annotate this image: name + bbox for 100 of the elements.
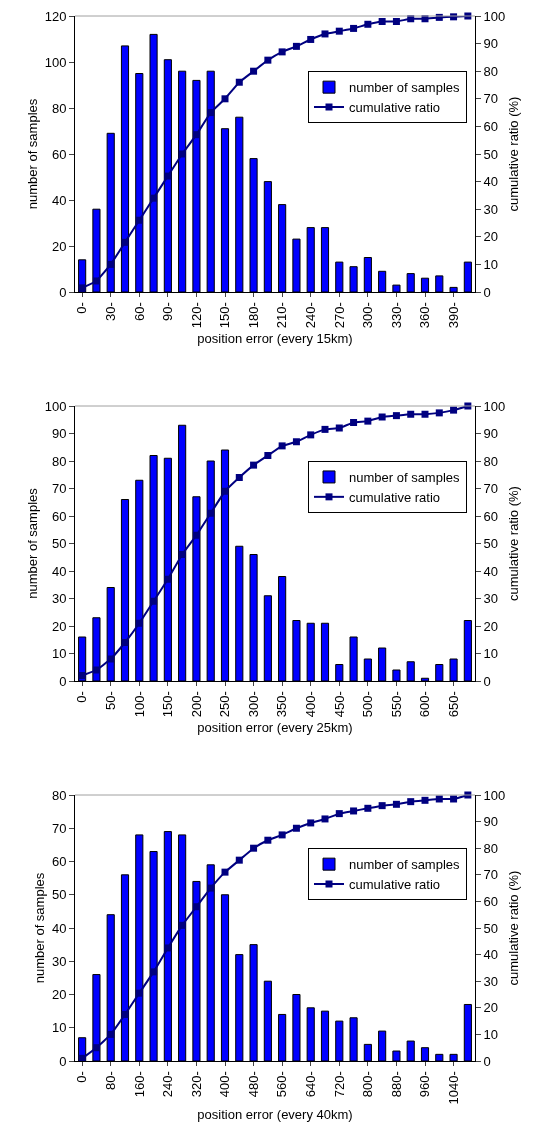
y2-tick-label: 30 — [483, 973, 499, 989]
point — [207, 884, 215, 892]
y-tick-label: 40 — [51, 563, 67, 579]
y-tick-label: 90 — [51, 426, 67, 442]
point — [107, 260, 115, 268]
y2-tick-label: 70 — [483, 867, 499, 883]
x-tick-label: 400- — [302, 691, 318, 718]
x-tick-label: 120- — [188, 302, 204, 329]
x-tick-label: 150- — [160, 691, 176, 718]
y2-tick-label: 70 — [483, 91, 499, 107]
x-axis-title: position error (every 25km) — [197, 719, 353, 735]
point — [150, 968, 158, 976]
x-tick-label: 330- — [388, 302, 404, 329]
y2-tick-label: 50 — [483, 536, 499, 552]
x-tick-label: 200- — [188, 691, 204, 718]
point — [250, 844, 258, 852]
x-tick-label: 720- — [331, 1071, 347, 1098]
point — [250, 67, 258, 75]
point — [135, 989, 143, 997]
y2-axis-title: cumulative ratio (%) — [505, 870, 521, 986]
point — [135, 619, 143, 627]
point — [192, 131, 200, 139]
x-tick-label: 390- — [445, 302, 461, 329]
y-tick-label: 40 — [51, 192, 67, 208]
y2-tick-label: 90 — [483, 36, 499, 52]
point — [78, 284, 86, 292]
y-tick-label: 20 — [51, 238, 67, 254]
x-tick-label: 550- — [388, 691, 404, 718]
y-axis-title: number of samples — [24, 98, 40, 210]
point — [221, 95, 229, 103]
y2-tick-label: 20 — [483, 618, 499, 634]
point — [107, 655, 115, 663]
point — [192, 903, 200, 911]
point — [307, 431, 315, 439]
x-tick-label: 1040- — [445, 1071, 461, 1105]
x-tick-label: 240- — [160, 1071, 176, 1098]
y2-tick-label: 0 — [483, 284, 491, 300]
point — [378, 802, 386, 810]
point — [321, 815, 329, 823]
point — [250, 461, 258, 469]
y-tick-label: 70 — [51, 820, 67, 836]
y-tick-label: 80 — [51, 100, 67, 116]
y2-tick-label: 80 — [483, 453, 499, 469]
x-tick-label: 160- — [131, 1071, 147, 1098]
point — [135, 216, 143, 224]
point — [378, 413, 386, 421]
x-tick-label: 240- — [302, 302, 318, 329]
x-tick-label: 350- — [274, 691, 290, 718]
point — [92, 277, 100, 285]
y-tick-label: 60 — [51, 146, 67, 162]
y2-tick-label: 50 — [483, 920, 499, 936]
y-tick-label: 60 — [51, 854, 67, 870]
y2-tick-label: 70 — [483, 481, 499, 497]
point — [264, 56, 272, 64]
y-tick-label: 100 — [44, 54, 67, 70]
x-tick-label: 0- — [74, 1071, 90, 1083]
y2-tick-label: 100 — [483, 398, 506, 414]
point — [264, 836, 272, 844]
point — [107, 1030, 115, 1038]
point — [321, 30, 329, 38]
y2-tick-label: 30 — [483, 591, 499, 607]
y2-tick-label: 90 — [483, 426, 499, 442]
x-tick-label: 360- — [417, 302, 433, 329]
point — [378, 18, 386, 26]
legend-label: number of samples — [349, 80, 461, 96]
x-tick-label: 320- — [188, 1071, 204, 1098]
y-tick-label: 0 — [59, 1053, 67, 1069]
y-tick-label: 50 — [51, 887, 67, 903]
x-tick-label: 880- — [388, 1071, 404, 1098]
y2-tick-label: 90 — [483, 814, 499, 830]
point — [264, 452, 272, 459]
y-tick-label: 80 — [51, 453, 67, 469]
point — [207, 509, 215, 517]
point — [292, 824, 300, 832]
x-tick-label: 80- — [102, 1071, 118, 1090]
point — [235, 856, 243, 864]
point — [392, 800, 400, 808]
point — [121, 639, 129, 646]
y2-tick-label: 100 — [483, 787, 506, 803]
point — [92, 1044, 100, 1052]
y-tick-label: 10 — [51, 646, 67, 662]
point — [392, 412, 400, 420]
x-tick-label: 800- — [360, 1071, 376, 1098]
y-axis-title: number of samples — [24, 487, 40, 599]
point — [321, 425, 329, 433]
x-tick-label: 480- — [245, 1071, 261, 1098]
y-tick-label: 120 — [44, 8, 67, 24]
y2-tick-label: 10 — [483, 646, 499, 662]
legend-label: number of samples — [349, 857, 461, 873]
x-tick-label: 50- — [102, 691, 118, 710]
point — [221, 487, 229, 495]
x-tick-label: 450- — [331, 691, 347, 718]
point — [164, 172, 172, 180]
x-tick-label: 500- — [360, 691, 376, 718]
y-tick-label: 60 — [51, 508, 67, 524]
y-tick-label: 10 — [51, 1020, 67, 1036]
point — [364, 417, 372, 425]
point — [350, 24, 358, 32]
point — [150, 597, 158, 605]
x-tick-label: 210- — [274, 302, 290, 329]
